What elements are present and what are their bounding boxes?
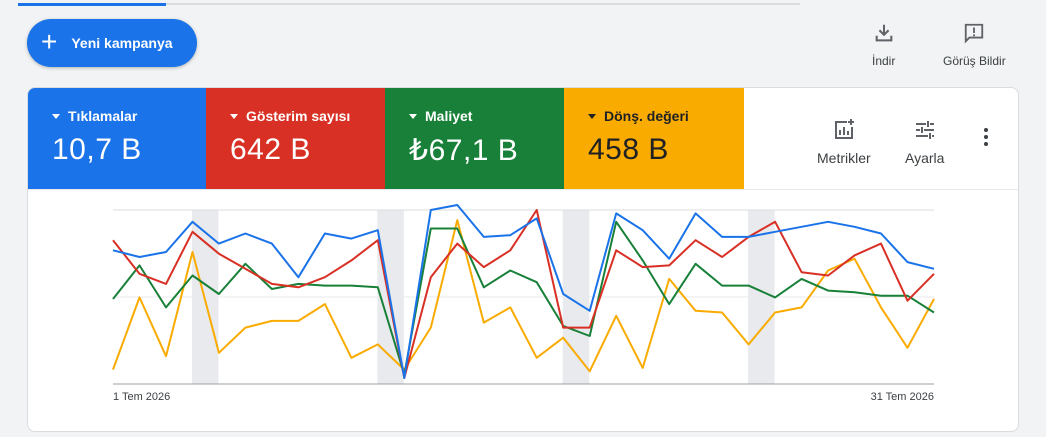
metric-clicks-value: 10,7 B xyxy=(52,133,142,166)
metric-impressions-label: Gösterim sayısı xyxy=(246,108,351,124)
caret-down-icon xyxy=(52,113,60,119)
adjust-label: Ayarla xyxy=(905,150,945,166)
caret-down-icon xyxy=(230,113,238,119)
performance-chart: 1 Tem 2026 31 Tem 2026 xyxy=(112,204,935,403)
plus-icon: + xyxy=(41,25,58,57)
metric-impressions[interactable]: Gösterim sayısı 642 B xyxy=(206,88,385,189)
metric-conv-value-value: 458 B xyxy=(588,133,669,166)
add-chart-icon xyxy=(834,119,854,139)
metric-cost-label: Maliyet xyxy=(425,108,473,124)
tab-underline xyxy=(18,3,800,6)
more-vert-icon[interactable] xyxy=(978,128,994,152)
caret-down-icon xyxy=(588,113,596,119)
active-tab-indicator xyxy=(18,3,166,6)
metric-impressions-value: 642 B xyxy=(230,133,311,166)
feedback-button[interactable]: Görüş Bildir xyxy=(943,22,1006,68)
x-start-label: 1 Tem 2026 xyxy=(113,391,170,403)
metric-clicks[interactable]: Tıklamalar 10,7 B xyxy=(28,88,206,189)
caret-down-icon xyxy=(409,113,417,119)
download-button[interactable]: İndir xyxy=(872,22,895,68)
series-line-2 xyxy=(112,220,935,376)
metric-clicks-label: Tıklamalar xyxy=(68,108,138,124)
series-line-1 xyxy=(112,209,935,379)
series-layer xyxy=(112,204,935,379)
metric-cost-value: ₺67,1 B xyxy=(409,134,519,167)
download-icon xyxy=(875,24,893,42)
feedback-label: Görüş Bildir xyxy=(943,54,1006,68)
new-campaign-button[interactable]: + Yeni kampanya xyxy=(27,19,197,67)
metric-conv-value-label: Dönş. değeri xyxy=(604,108,689,124)
feedback-icon xyxy=(965,23,984,44)
new-campaign-label: Yeni kampanya xyxy=(71,35,173,51)
metric-conv-value[interactable]: Dönş. değeri 458 B xyxy=(564,88,744,189)
metrics-label: Metrikler xyxy=(817,150,871,166)
performance-card: Tıklamalar 10,7 B Gösterim sayısı 642 B … xyxy=(27,87,1019,432)
card-divider xyxy=(28,189,1018,190)
metric-cost[interactable]: Maliyet ₺67,1 B xyxy=(385,88,564,189)
metrics-button[interactable]: Metrikler xyxy=(817,118,871,166)
x-end-label: 31 Tem 2026 xyxy=(871,391,934,403)
series-line-0 xyxy=(112,204,935,379)
download-label: İndir xyxy=(872,54,896,68)
tune-icon xyxy=(915,121,934,139)
adjust-button[interactable]: Ayarla xyxy=(905,118,944,166)
series-line-3 xyxy=(112,219,935,373)
